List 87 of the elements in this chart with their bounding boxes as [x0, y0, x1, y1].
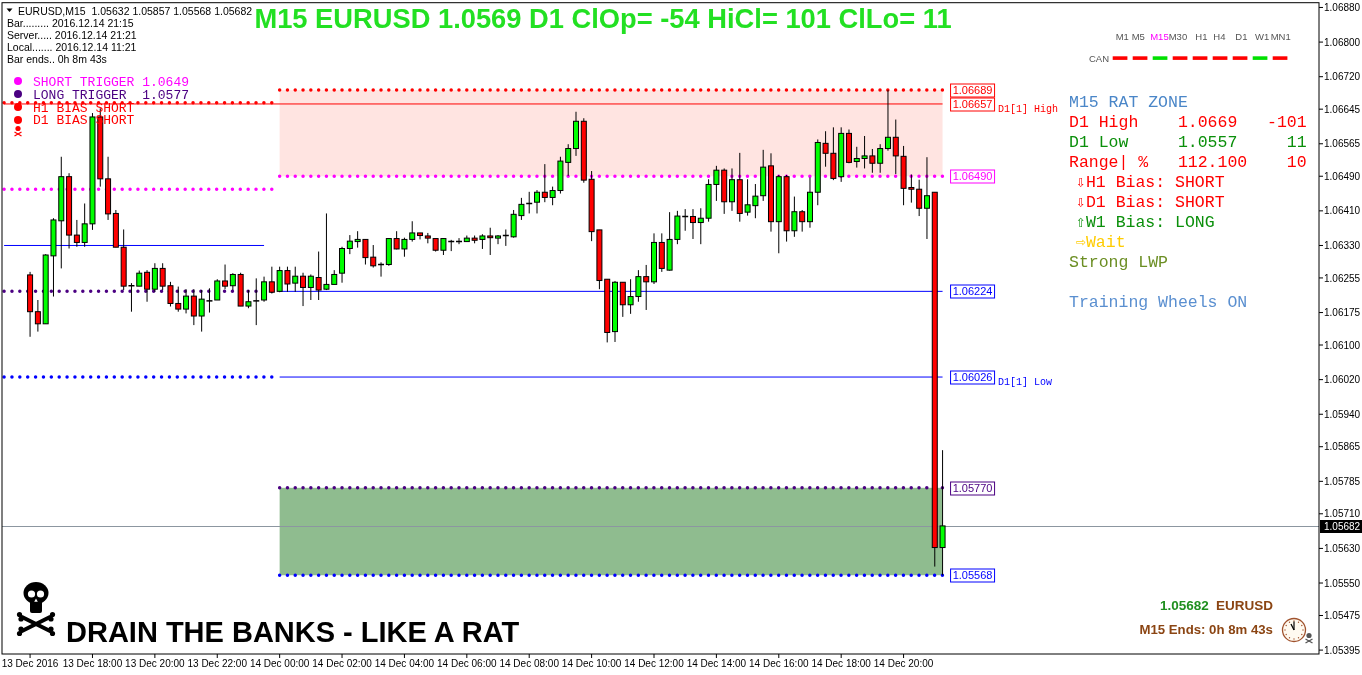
- y-tick-label: 1.06800: [1324, 36, 1361, 48]
- y-tick-label: 1.06255: [1324, 272, 1361, 284]
- x-tick-label: 14 Dec 04:00: [374, 658, 435, 669]
- y-tick-label: 1.06565: [1324, 138, 1361, 150]
- annotation: D1 Low 1.0557 11: [1069, 133, 1307, 152]
- annotation: ⇧W1 Bias: LONG: [1076, 213, 1215, 232]
- x-tick-label: 14 Dec 16:00: [749, 658, 809, 669]
- annotation: Server..... 2016.12.14 21:21: [7, 29, 137, 41]
- annotation: ⇩D1 Bias: SHORT: [1076, 193, 1225, 212]
- y-tick-label: 1.05710: [1324, 508, 1361, 520]
- candlestick: [534, 189, 541, 214]
- y-tick-label: 1.06330: [1324, 240, 1361, 252]
- x-tick-label: 14 Dec 14:00: [686, 658, 747, 669]
- candlestick: [151, 262, 158, 293]
- annotation: 1.05682: [1160, 598, 1209, 613]
- x-tick-label: 14 Dec 20:00: [873, 658, 934, 669]
- annotation: D1[1] Low: [998, 377, 1053, 388]
- candlestick: [183, 288, 190, 314]
- x-tick-label: 14 Dec 12:00: [624, 658, 685, 669]
- annotation: Bar ends.. 0h 8m 43s: [7, 53, 107, 65]
- annotation: M30: [1168, 30, 1188, 42]
- annotation: M1: [1115, 30, 1129, 42]
- candlestick: [923, 156, 930, 240]
- y-tick-label: 1.06880: [1324, 2, 1361, 14]
- annotation: D1: [1235, 30, 1248, 42]
- y-tick-label: 1.05785: [1324, 475, 1361, 487]
- annotation: M5: [1131, 30, 1145, 42]
- annotation: Local....... 2016.12.14 11:21: [7, 41, 137, 53]
- candlestick: [261, 276, 268, 303]
- annotation: Strong LWP: [1069, 253, 1169, 272]
- y-tick-label: 1.06100: [1324, 339, 1361, 351]
- annotation: Bar......... 2016.12.14 21:15: [7, 17, 134, 29]
- y-tick-label: 1.05865: [1324, 441, 1361, 453]
- y-tick-label: 1.06020: [1324, 374, 1361, 386]
- x-tick-label: 14 Dec 10:00: [561, 658, 622, 669]
- candlestick: [495, 234, 502, 245]
- ref-line-label: 1.05682: [1324, 521, 1361, 533]
- x-tick-label: 14 Dec 08:00: [499, 658, 560, 669]
- annotation: SHORT TRIGGER 1.0649: [33, 74, 190, 90]
- annotation: H1: [1195, 30, 1208, 42]
- annotation: ⇨Wait: [1076, 233, 1126, 252]
- annotation: EURUSD,M15 1.05632 1.05857 1.05568 1.05682: [18, 4, 253, 17]
- y-tick-label: 1.05630: [1324, 543, 1361, 555]
- annotation: H4: [1213, 30, 1226, 42]
- candlestick: [190, 288, 197, 326]
- annotation: Training Wheels ON: [1069, 293, 1248, 312]
- annotation: M15 Ends: 0h 8m 43s: [1139, 622, 1273, 637]
- y-tick-label: 1.06175: [1324, 307, 1361, 319]
- x-tick-label: 13 Dec 18:00: [62, 658, 123, 669]
- annotation: DRAIN THE BANKS - LIKE A RAT: [66, 615, 520, 648]
- x-tick-label: 14 Dec 06:00: [437, 658, 497, 669]
- candlestick: [417, 232, 424, 240]
- candlestick: [214, 278, 221, 301]
- y-tick-label: 1.06490: [1324, 170, 1361, 182]
- x-tick-label: 13 Dec 2016: [1, 658, 59, 669]
- candlestick: [690, 208, 696, 240]
- x-tick-label: 14 Dec 02:00: [312, 658, 373, 669]
- x-tick-label: 14 Dec 00:00: [249, 658, 310, 669]
- candlestick: [300, 272, 307, 307]
- y-tick-label: 1.06410: [1324, 205, 1361, 217]
- candlestick: [144, 269, 151, 303]
- chart-title: M15 EURUSD 1.0569 D1 ClOp= -54 HiCl= 101 ClLo= 11: [254, 3, 952, 35]
- annotation: ⇩H1 Bias: SHORT: [1076, 173, 1225, 192]
- annotation: Range| % 112.100 10: [1069, 153, 1307, 172]
- candlestick: [222, 264, 229, 290]
- annotation: D1 High 1.0669 -101: [1069, 113, 1307, 132]
- x-tick-label: 13 Dec 20:00: [125, 658, 186, 669]
- annotation: CAN: [1089, 53, 1110, 64]
- candlestick: [728, 167, 735, 212]
- annotation: LONG TRIGGER 1.0577: [33, 87, 190, 103]
- candlestick: [73, 219, 80, 248]
- candlestick: [884, 89, 891, 152]
- y-tick-label: 1.05940: [1324, 408, 1361, 420]
- candlestick: [34, 299, 41, 333]
- annotation: EURUSD: [1216, 598, 1274, 613]
- y-tick-label: 1.05550: [1324, 577, 1361, 589]
- annotation: D1[1] High: [998, 103, 1059, 115]
- annotation: M15 RAT ZONE: [1069, 93, 1188, 112]
- y-tick-label: 1.05395: [1324, 644, 1361, 656]
- x-tick-label: 13 Dec 22:00: [187, 658, 248, 669]
- y-tick-label: 1.06720: [1324, 71, 1361, 83]
- annotation: W1: [1255, 30, 1270, 42]
- y-tick-label: 1.06645: [1324, 103, 1361, 115]
- annotation: M15: [1150, 30, 1169, 42]
- annotation: MN1: [1270, 30, 1291, 42]
- x-tick-label: 14 Dec 18:00: [811, 658, 872, 669]
- y-tick-label: 1.05475: [1324, 610, 1361, 622]
